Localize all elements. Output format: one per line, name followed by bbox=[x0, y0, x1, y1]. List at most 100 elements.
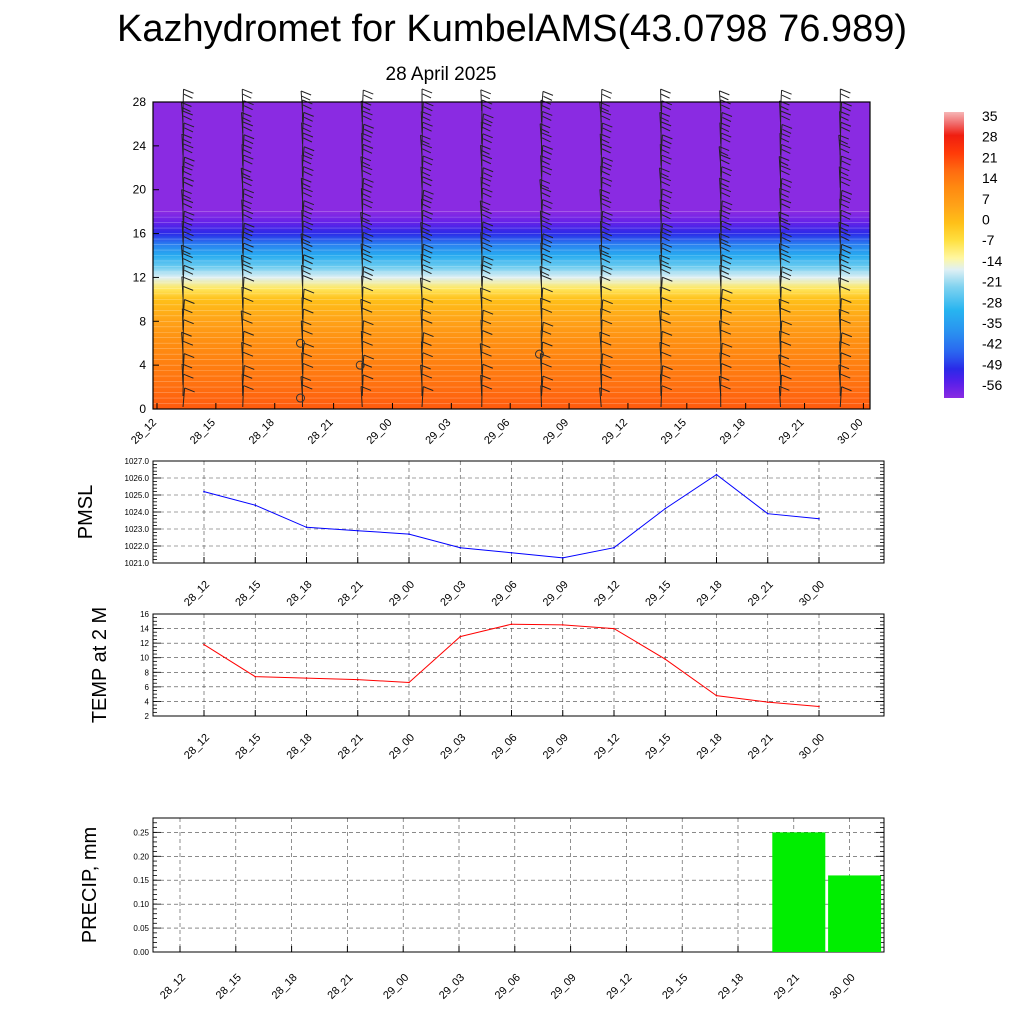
pmsl-point bbox=[408, 533, 410, 535]
wind-barb bbox=[600, 176, 613, 199]
colorbar-label: 0 bbox=[982, 212, 990, 228]
wind-barb bbox=[660, 276, 673, 298]
wind-barb bbox=[839, 298, 852, 320]
temp-point bbox=[305, 677, 308, 679]
wind-barb bbox=[541, 165, 553, 188]
x-tick-label: 28_18 bbox=[247, 417, 277, 447]
y-tick-label: 8 bbox=[145, 668, 150, 677]
chart-subtitle: 28 April 2025 bbox=[385, 64, 497, 85]
heatmap-frame bbox=[152, 101, 871, 410]
x-tick-label: 28_12 bbox=[182, 579, 212, 609]
wind-barb bbox=[242, 222, 255, 243]
wind-barb bbox=[600, 265, 613, 287]
pmsl-point bbox=[766, 512, 769, 515]
wind-barb bbox=[839, 352, 852, 375]
wind-barb bbox=[600, 373, 612, 397]
wind-barb bbox=[480, 89, 492, 111]
x-tick-label: 29_06 bbox=[490, 579, 520, 609]
y-tick-label: 10 bbox=[140, 654, 149, 663]
colorbar-bar bbox=[944, 112, 964, 398]
x-tick-label: 29_12 bbox=[592, 732, 622, 762]
x-tick-label: 29_09 bbox=[541, 732, 571, 762]
wind-barb bbox=[660, 209, 672, 232]
wind-barb bbox=[302, 254, 314, 276]
wind-barb bbox=[660, 154, 672, 177]
temp-point bbox=[561, 624, 564, 626]
wind-barb bbox=[600, 143, 612, 166]
temp-point bbox=[356, 678, 359, 681]
wind-barb bbox=[182, 122, 195, 144]
wind-barb bbox=[302, 288, 315, 309]
colorbar-label: 21 bbox=[982, 149, 998, 165]
wind-barb bbox=[481, 255, 494, 276]
wind-barb bbox=[660, 297, 672, 320]
pmsl-point bbox=[203, 490, 205, 493]
y-tick-label: 4 bbox=[145, 697, 150, 706]
wind-barb bbox=[302, 200, 315, 221]
grid bbox=[153, 460, 884, 564]
x-tick-label: 29_18 bbox=[695, 579, 725, 609]
wind-barb bbox=[660, 385, 672, 408]
x-tick-label: 30_00 bbox=[835, 417, 865, 447]
wind-barb bbox=[421, 352, 433, 375]
y-tick-label: 20 bbox=[133, 183, 147, 197]
wind-barb bbox=[182, 264, 195, 287]
wind-barb bbox=[302, 308, 314, 331]
wind-barb bbox=[361, 143, 374, 166]
wind-barb bbox=[780, 123, 793, 144]
wind-barb bbox=[302, 111, 314, 133]
wind-barb bbox=[839, 318, 851, 342]
wind-barb bbox=[839, 121, 852, 144]
wind-barb bbox=[242, 276, 255, 298]
pmsl-panel: 1021.0 1022.0 1023.0 1024.0 1025.0 1026.0 1027… bbox=[75, 457, 885, 609]
x-tick-label: 28_12 bbox=[182, 732, 212, 762]
wind-barb bbox=[361, 177, 374, 199]
wind-barb bbox=[361, 374, 374, 397]
x-tick-label: 29_18 bbox=[718, 417, 748, 447]
wind-barb bbox=[361, 123, 374, 144]
pmsl-point bbox=[613, 546, 615, 549]
wind-barb bbox=[182, 210, 195, 232]
colorbar-label: -35 bbox=[982, 315, 1002, 331]
colorbar-label: 35 bbox=[982, 108, 998, 124]
x-tick-label: 28_12 bbox=[158, 972, 188, 1002]
wind-barb bbox=[839, 332, 852, 353]
x-tick-label: 28_15 bbox=[233, 732, 263, 762]
y-tick-label: 1021.0 bbox=[125, 559, 150, 568]
y-tick-label: 24 bbox=[133, 139, 147, 153]
y-tick-label: 28 bbox=[133, 95, 147, 109]
wind-barb bbox=[302, 275, 314, 298]
wind-barb bbox=[780, 232, 792, 254]
wind-barb bbox=[421, 189, 434, 210]
wind-barb bbox=[720, 342, 733, 364]
wind-barb bbox=[720, 166, 732, 188]
wind-barb bbox=[660, 88, 671, 111]
wind-barb bbox=[182, 387, 195, 408]
wind-barb bbox=[361, 89, 374, 111]
x-tick-label: 29_12 bbox=[592, 579, 622, 609]
x-tick-label: 29_18 bbox=[695, 732, 725, 762]
wind-barb bbox=[541, 233, 554, 254]
x-tick-label: 29_03 bbox=[423, 417, 453, 447]
wind-barb bbox=[600, 319, 613, 342]
wind-barb bbox=[361, 354, 375, 375]
wind-barb bbox=[839, 189, 853, 210]
y-tick-label: 1022.0 bbox=[125, 542, 150, 551]
y-tick-label: 0.05 bbox=[133, 924, 149, 933]
y-tick-label: 2 bbox=[145, 712, 150, 721]
pmsl-point bbox=[664, 507, 667, 510]
temp-point bbox=[613, 627, 615, 630]
wind-barb bbox=[720, 288, 733, 309]
x-tick-label: 29_15 bbox=[660, 972, 690, 1002]
temp-point bbox=[766, 701, 769, 703]
x-tick-label: 29_12 bbox=[604, 972, 634, 1002]
wind-barb bbox=[481, 133, 493, 155]
wind-barb bbox=[421, 209, 433, 232]
colorbar-label: 7 bbox=[982, 191, 990, 207]
wind-barb bbox=[421, 264, 433, 287]
x-tick-label: 29_06 bbox=[490, 732, 520, 762]
wind-barb bbox=[600, 299, 613, 320]
wind-barb bbox=[421, 121, 433, 144]
x-tick-label: 29_21 bbox=[746, 732, 776, 762]
